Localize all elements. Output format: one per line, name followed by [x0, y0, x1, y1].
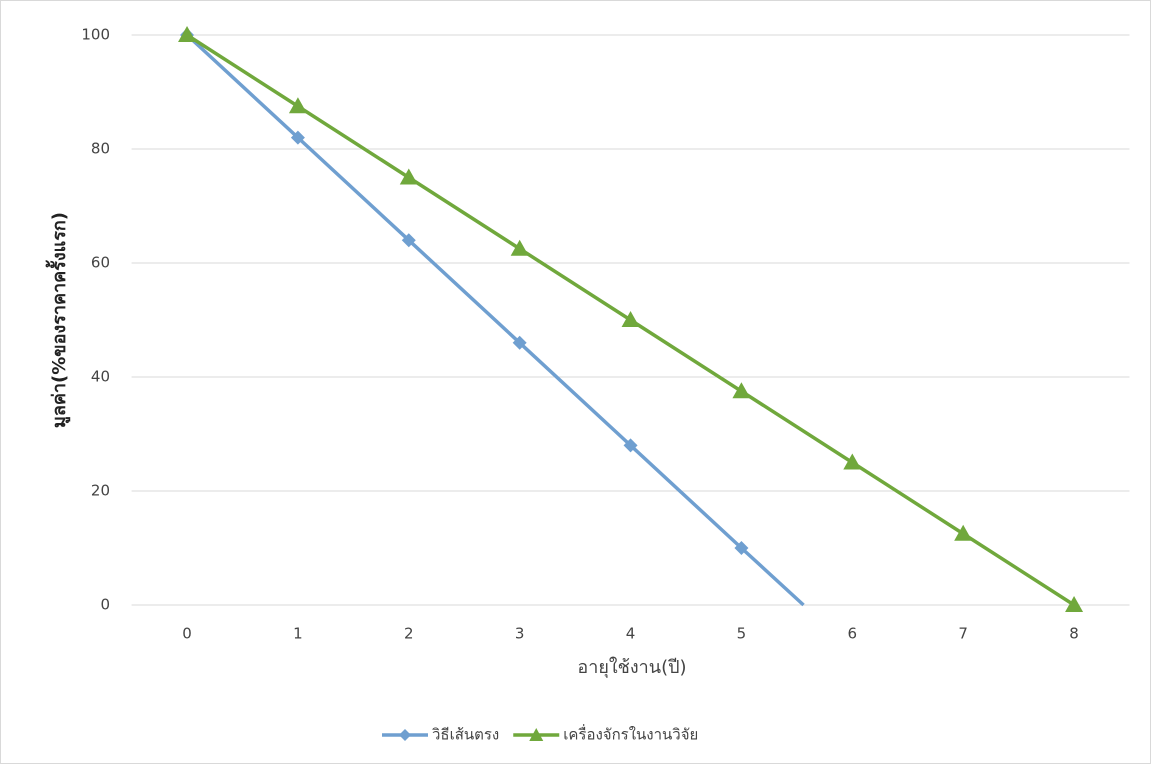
x-tick-label: 4 — [626, 625, 636, 643]
y-tick-label: 100 — [81, 26, 110, 44]
y-tick-label: 20 — [91, 482, 110, 500]
x-tick-label: 2 — [404, 625, 414, 643]
x-tick-label: 3 — [515, 625, 525, 643]
chart-frame — [1, 1, 1151, 764]
y-tick-label: 0 — [100, 596, 110, 614]
x-tick-label: 6 — [848, 625, 858, 643]
x-tick-label: 8 — [1069, 625, 1079, 643]
y-tick-label: 40 — [91, 368, 110, 386]
x-axis-label: อายุใช้งาน(ปี) — [577, 656, 686, 678]
chart: อายุใช้งาน(ปี) มูลค่า(%ของราคาครั้งแรก) … — [0, 0, 1155, 765]
x-tick-label: 1 — [293, 625, 303, 643]
y-axis-label: มูลค่า(%ของราคาครั้งแรก) — [45, 212, 71, 428]
x-tick-label: 5 — [737, 625, 747, 643]
y-tick-label: 80 — [91, 140, 110, 158]
y-tick-label: 60 — [91, 254, 110, 272]
x-tick-label: 7 — [958, 625, 968, 643]
x-tick-label: 0 — [182, 625, 192, 643]
legend-label: วิธีเส้นตรง — [431, 726, 499, 744]
legend-label: เครื่องจักรในงานวิจัย — [563, 724, 698, 744]
